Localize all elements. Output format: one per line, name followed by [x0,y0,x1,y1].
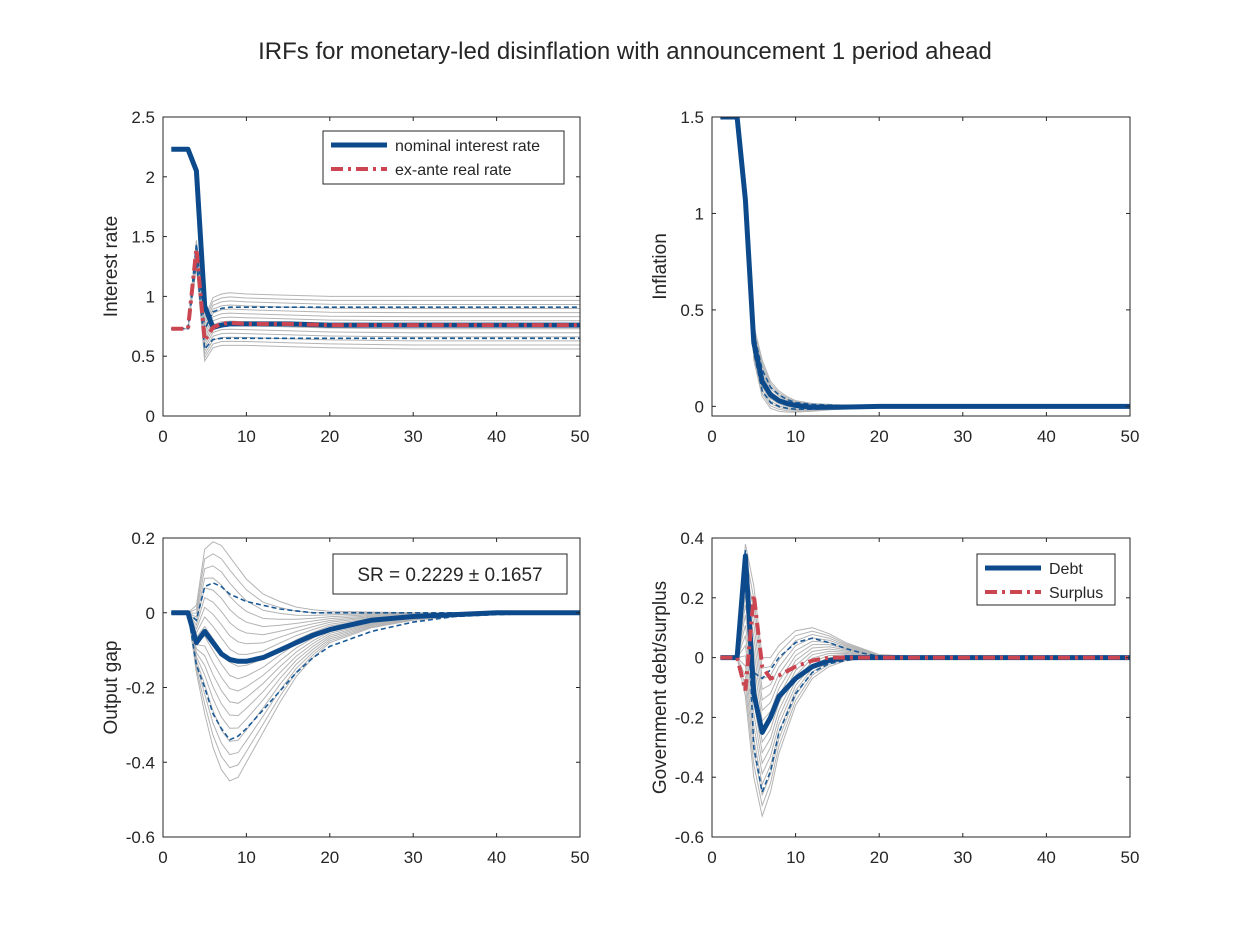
legend-label: Debt [1049,561,1083,578]
series-line-solid [720,553,1130,735]
x-tick-label: 40 [487,848,506,867]
y-tick-label: -0.4 [126,753,155,772]
x-tick-label: 0 [158,427,167,446]
x-tick-label: 20 [320,848,339,867]
series-line-dashdot [171,248,580,347]
y-axis-label: Government debt/surplus [650,581,671,794]
x-tick-label: 40 [487,427,506,446]
legend: nominal interest rate ex-ante real rate [322,130,565,185]
series-line-solid [720,117,1130,410]
plot-lines [720,543,1130,818]
plot-area [712,117,1130,416]
legend-label: Surplus [1049,585,1103,602]
output-gap-panel: 0 10 20 30 40 50 -0.6 -0.4 -0.2 0 0.2 Output gap SR … [101,529,589,867]
figure-title: IRFs for monetary-led disinflation with … [258,38,992,65]
x-tick-label: 10 [786,848,805,867]
plot-lines [720,117,1130,413]
legend-label: ex-ante real rate [395,162,512,179]
y-tick-label: 0.5 [680,301,704,320]
x-tick-label: 0 [707,848,716,867]
x-tick-label: 30 [404,427,423,446]
y-tick-label: -0.6 [126,828,155,847]
y-tick-label: 0 [146,407,155,426]
x-tick-label: 40 [1037,427,1056,446]
y-tick-label: 0 [695,397,704,416]
government-debt-surplus-panel: 0 10 20 30 40 50 -0.6 -0.4 -0.2 0 0.2 0.4 Government… [650,529,1139,867]
plot-lines [171,541,580,782]
x-tick-label: 10 [786,427,805,446]
x-tick-label: 20 [320,427,339,446]
x-tick-label: 0 [158,848,167,867]
axes-frame [711,116,1131,417]
y-tick-label: 1.5 [680,108,704,127]
interest-rate-panel: 0 10 20 30 40 50 0 0.5 1 1.5 2 2.5 Interest rate nomi… [101,108,589,446]
y-tick-label: 2 [146,168,155,187]
legend: Debt Surplus [976,553,1116,606]
x-tick-label: 30 [953,427,972,446]
y-tick-label: 1 [146,287,155,306]
inflation-panel: 0 10 20 30 40 50 0 0.5 1 1.5 Inflation [650,108,1139,446]
y-tick-label: 2.5 [131,108,155,127]
y-axis-label: Interest rate [101,216,122,317]
band-line [171,611,580,741]
y-tick-label: -0.2 [126,679,155,698]
axes-frame [162,116,581,417]
y-tick-label: 1.5 [131,228,155,247]
y-tick-label: -0.6 [675,828,704,847]
x-tick-label: 30 [404,848,423,867]
x-tick-label: 20 [870,848,889,867]
y-tick-label: -0.4 [675,768,704,787]
legend-box [322,130,565,185]
x-tick-label: 20 [870,427,889,446]
annotation-box [332,553,568,595]
y-tick-label: 0.2 [680,589,704,608]
simulation-path [171,612,580,769]
x-tick-label: 40 [1037,848,1056,867]
y-tick-label: 0.5 [131,347,155,366]
annotation: SR = 0.2229 ± 0.1657 [332,553,568,595]
legend-label: nominal interest rate [395,138,540,155]
plot-lines [171,146,580,363]
simulation-path [171,577,580,620]
band-line [171,243,580,333]
x-tick-label: 50 [571,427,590,446]
x-tick-label: 50 [1121,848,1140,867]
y-tick-label: 0.4 [680,529,704,548]
annotation-text: SR = 0.2229 ± 0.1657 [357,565,542,586]
x-tick-label: 50 [1121,427,1140,446]
band-line [171,582,580,622]
legend-box [976,553,1116,606]
x-tick-label: 30 [953,848,972,867]
series-line-dashdot [720,594,1130,691]
y-axis-label: Output gap [101,640,122,734]
series-line-solid [171,610,580,664]
y-tick-label: -0.2 [675,708,704,727]
y-tick-label: 0 [146,604,155,623]
axes-frame [711,537,1131,838]
y-tick-label: 0.2 [131,529,155,548]
simulation-path [171,541,580,614]
y-tick-label: 1 [695,204,704,223]
y-tick-label: 0 [695,649,704,668]
x-tick-label: 0 [707,427,716,446]
x-tick-label: 10 [237,848,256,867]
x-tick-label: 50 [571,848,590,867]
x-tick-label: 10 [237,427,256,446]
y-axis-label: Inflation [650,233,671,300]
